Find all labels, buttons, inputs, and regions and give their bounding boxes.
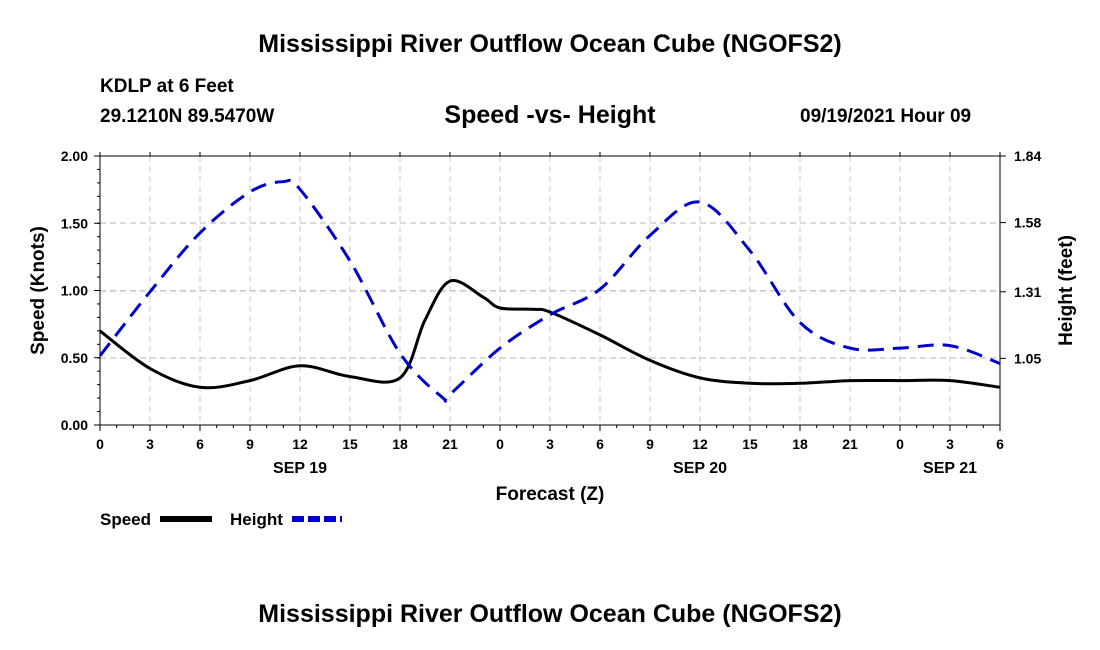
y-tick-label: 0.00 [61,417,88,433]
x-tick-label: 0 [96,436,104,452]
x-tick-label: 21 [842,436,858,452]
x-tick-label: 6 [596,436,604,452]
x-tick-label: 15 [342,436,358,452]
x-tick-label: 3 [946,436,954,452]
footer-title: Mississippi River Outflow Ocean Cube (NG… [258,600,842,628]
y2-tick-label: 1.84 [1014,148,1041,164]
x-tick-label: 18 [792,436,808,452]
forecast-datetime: 09/19/2021 Hour 09 [800,106,972,127]
x-tick-label: 3 [546,436,554,452]
station-label: KDLP at 6 Feet [100,76,234,97]
series-line-height [98,178,1001,403]
x-tick-label: 12 [692,436,708,452]
date-label: SEP 19 [273,460,327,477]
chart-subtitle: Speed -vs- Height [444,101,656,129]
y2-tick-label: 1.05 [1014,350,1041,366]
chart-title: Mississippi River Outflow Ocean Cube (NG… [258,30,842,58]
series-line-speed [99,279,1001,390]
y-tick-label: 2.00 [61,148,88,164]
y-tick-label: 1.50 [61,215,88,231]
station-coordinates: 29.1210N 89.5470W [100,106,275,127]
date-label: SEP 21 [923,460,977,477]
y2-tick-label: 1.31 [1014,284,1041,300]
x-tick-label: 15 [742,436,758,452]
x-tick-label: 21 [442,436,458,452]
x-axis-title: Forecast (Z) [496,484,605,505]
y-tick-label: 1.00 [61,283,88,299]
x-tick-label: 6 [996,436,1004,452]
x-tick-label: 3 [146,436,154,452]
legend-label-height: Height [230,510,283,529]
x-tick-label: 9 [646,436,654,452]
legend-label-speed: Speed [100,510,151,529]
y-tick-label: 0.50 [61,350,88,366]
x-tick-label: 0 [896,436,904,452]
x-tick-label: 18 [392,436,408,452]
x-tick-label: 6 [196,436,204,452]
x-tick-label: 9 [246,436,254,452]
date-label: SEP 20 [673,460,727,477]
y2-axis-title: Height (feet) [1056,235,1077,346]
x-tick-label: 0 [496,436,504,452]
x-tick-label: 12 [292,436,308,452]
y-axis-title: Speed (Knots) [28,226,49,355]
y2-tick-label: 1.58 [1014,215,1041,231]
